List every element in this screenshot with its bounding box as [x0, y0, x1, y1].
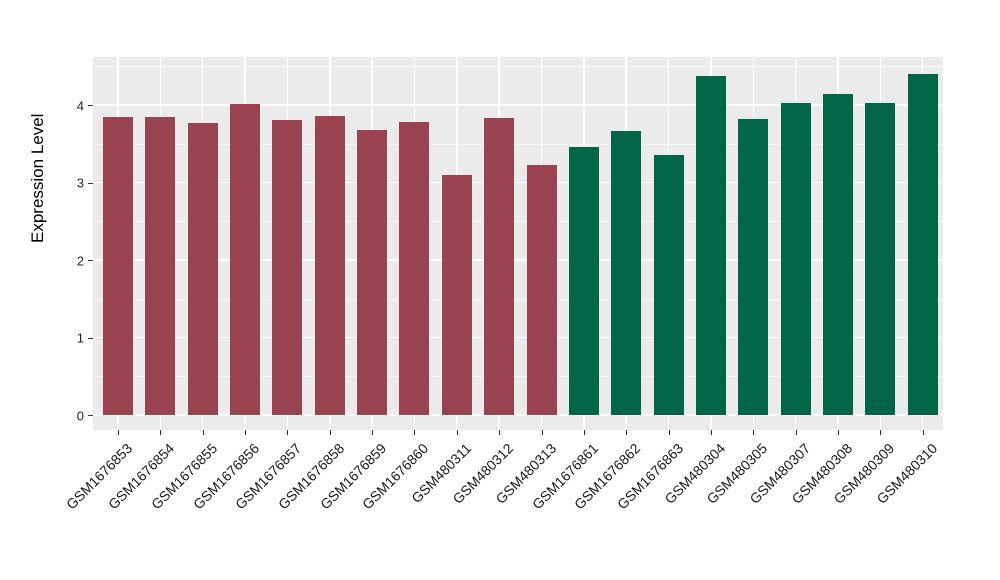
gridline-major-horizontal — [93, 181, 943, 184]
bar-GSM480307 — [780, 102, 811, 415]
y-axis-title: Expression Level — [28, 113, 47, 243]
y-axis-tick — [88, 337, 93, 339]
x-axis-tick — [499, 430, 501, 435]
x-axis-tick — [583, 430, 585, 435]
bar-GSM1676853 — [103, 117, 133, 415]
x-axis-tick — [541, 430, 543, 435]
gridline-minor-horizontal — [93, 221, 943, 223]
gridline-minor-horizontal — [93, 376, 943, 378]
bar-GSM1676857 — [272, 119, 303, 415]
bar-GSM480309 — [865, 102, 896, 415]
bar-GSM1676861 — [568, 146, 599, 415]
bar-GSM480304 — [695, 75, 726, 415]
x-axis-tick — [880, 430, 882, 435]
x-axis-tick — [710, 430, 712, 435]
x-axis-tick — [414, 430, 416, 435]
bar-GSM1676858 — [314, 115, 345, 415]
y-axis-tick — [88, 182, 93, 184]
x-axis-tick — [753, 430, 755, 435]
x-axis-tick — [287, 430, 289, 435]
y-axis-tick-label: 4 — [76, 98, 84, 113]
y-axis-tick-label: 2 — [76, 253, 84, 268]
gridline-major-horizontal — [93, 414, 943, 416]
x-axis-tick — [160, 430, 162, 435]
bar-GSM1676860 — [399, 122, 430, 415]
bar-GSM480305 — [738, 118, 769, 415]
bar-GSM1676856 — [230, 104, 261, 415]
x-axis-tick — [118, 430, 119, 435]
bar-GSM480313 — [526, 164, 557, 415]
bar-GSM1676859 — [357, 129, 388, 415]
bar-GSM1676854 — [145, 117, 176, 415]
plot-panel — [93, 57, 943, 430]
gridline-minor-horizontal — [93, 66, 943, 68]
gridline-major-horizontal — [93, 259, 943, 261]
gridline-major-horizontal — [93, 104, 943, 106]
y-axis-tick-label: 3 — [76, 175, 84, 191]
gridline-minor-horizontal — [93, 143, 943, 145]
y-axis-tick-label: 0 — [76, 408, 84, 423]
x-axis-tick — [245, 430, 247, 435]
y-axis-tick-label: 1 — [76, 330, 84, 346]
y-axis-tick — [88, 260, 93, 261]
bar-GSM480312 — [484, 118, 515, 415]
y-axis-tick — [88, 415, 93, 416]
bar-GSM1676862 — [611, 131, 642, 415]
x-axis-tick — [922, 430, 924, 435]
gridline-minor-horizontal — [93, 298, 943, 300]
x-axis-tick — [456, 430, 458, 435]
bar-GSM1676855 — [187, 122, 218, 415]
bar-GSM480308 — [822, 94, 853, 415]
x-axis-tick — [795, 430, 797, 435]
bar-GSM480310 — [907, 74, 938, 415]
x-axis-tick — [372, 430, 374, 435]
bar-GSM1676863 — [653, 155, 684, 415]
y-axis-tick — [88, 105, 93, 106]
gridline-major-horizontal — [93, 336, 943, 339]
x-axis-tick — [668, 430, 670, 435]
x-axis-tick — [329, 430, 331, 435]
x-axis-tick — [837, 430, 839, 435]
bar-GSM480311 — [441, 174, 472, 415]
x-axis-tick — [626, 430, 628, 435]
x-axis-tick — [202, 430, 204, 435]
